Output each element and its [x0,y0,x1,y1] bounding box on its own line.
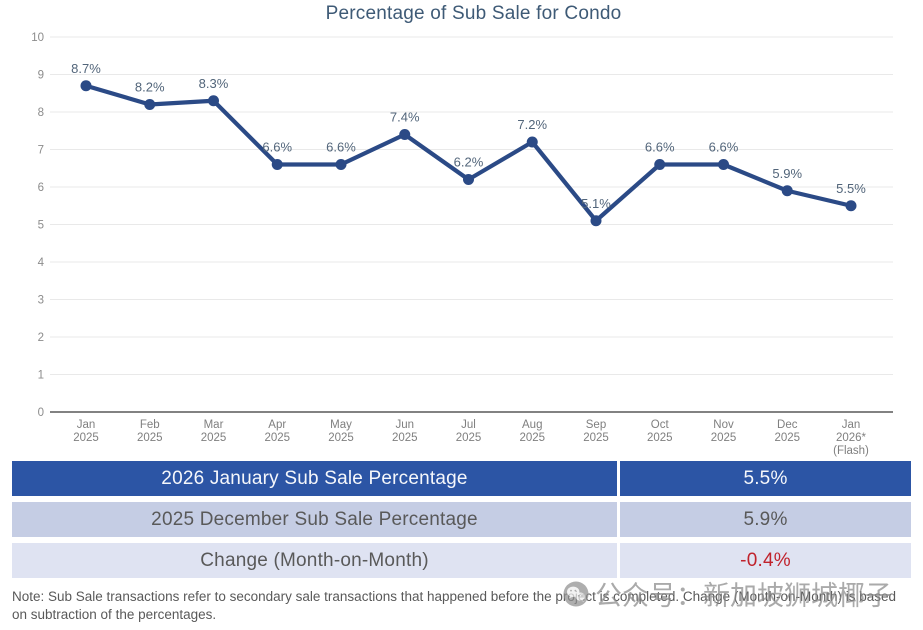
svg-text:2025: 2025 [519,432,545,444]
svg-text:2025: 2025 [264,432,290,444]
svg-text:7: 7 [38,145,44,157]
svg-text:9: 9 [38,70,44,82]
svg-text:2025: 2025 [774,432,800,444]
svg-text:5.5%: 5.5% [836,181,866,196]
table-row: Change (Month-on-Month) -0.4% [12,543,911,578]
svg-text:2: 2 [38,332,44,344]
svg-text:6.6%: 6.6% [262,140,292,155]
table-row-value-negative: -0.4% [620,543,911,578]
svg-text:2025: 2025 [583,432,609,444]
chart-title: Percentage of Sub Sale for Condo [325,3,622,24]
svg-text:2026*: 2026* [836,432,867,444]
footnote: Note: Sub Sale transactions refer to sec… [12,589,897,622]
svg-text:8: 8 [38,107,44,119]
table-row-label: 2025 December Sub Sale Percentage [12,502,617,537]
svg-text:7.4%: 7.4% [390,110,420,125]
svg-text:Jun: Jun [395,419,414,431]
svg-text:8.2%: 8.2% [135,80,165,95]
svg-text:2025: 2025 [647,432,673,444]
table-row-label: 2026 January Sub Sale Percentage [12,461,617,496]
summary-table: 2026 January Sub Sale Percentage 5.5% 20… [12,461,911,584]
svg-text:Sep: Sep [586,419,606,431]
svg-text:May: May [330,419,352,431]
svg-text:Jan: Jan [77,419,96,431]
svg-text:Feb: Feb [140,419,160,431]
table-row-label: Change (Month-on-Month) [12,543,617,578]
svg-text:5.1%: 5.1% [581,196,611,211]
svg-text:2025: 2025 [711,432,737,444]
svg-text:1: 1 [38,370,44,382]
table-row: 2026 January Sub Sale Percentage 5.5% [12,461,911,496]
svg-text:6.6%: 6.6% [326,140,356,155]
svg-text:2025: 2025 [201,432,227,444]
svg-text:Dec: Dec [777,419,798,431]
svg-text:(Flash): (Flash) [833,445,869,457]
sub-sale-line-chart: 012345678910Jan2025Feb2025Mar2025Apr2025… [31,32,893,457]
svg-text:5: 5 [38,220,44,232]
svg-text:6.2%: 6.2% [454,155,484,170]
svg-text:2025: 2025 [328,432,354,444]
svg-text:Mar: Mar [204,419,224,431]
svg-text:2025: 2025 [137,432,163,444]
table-row-value: 5.5% [620,461,911,496]
svg-text:Apr: Apr [268,419,286,431]
svg-text:5.9%: 5.9% [772,166,802,181]
svg-text:6: 6 [38,182,44,194]
svg-text:Oct: Oct [651,419,670,431]
svg-text:0: 0 [38,407,44,419]
table-row: 2025 December Sub Sale Percentage 5.9% [12,502,911,537]
svg-text:2025: 2025 [73,432,99,444]
svg-text:2025: 2025 [456,432,482,444]
svg-text:Jul: Jul [461,419,476,431]
svg-text:8.3%: 8.3% [199,76,229,91]
svg-text:Jan: Jan [842,419,861,431]
svg-text:Aug: Aug [522,419,542,431]
svg-text:8.7%: 8.7% [71,61,101,76]
svg-text:7.2%: 7.2% [517,117,547,132]
svg-text:Nov: Nov [713,419,734,431]
svg-text:2025: 2025 [392,432,418,444]
svg-text:6.6%: 6.6% [709,140,739,155]
table-row-value: 5.9% [620,502,911,537]
svg-text:4: 4 [38,257,45,269]
svg-text:10: 10 [31,32,44,44]
svg-text:6.6%: 6.6% [645,140,675,155]
svg-text:3: 3 [38,295,44,307]
